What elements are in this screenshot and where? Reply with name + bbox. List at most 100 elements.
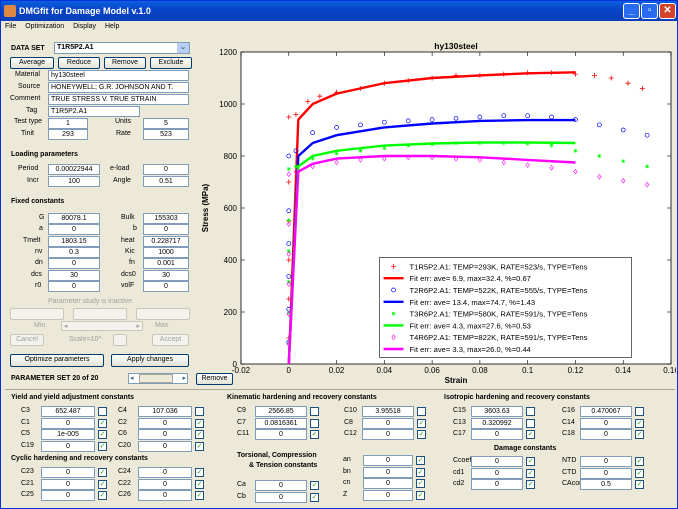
menu-file[interactable]: File	[5, 23, 17, 30]
exclude-button[interactable]: Exclude	[150, 57, 192, 69]
const-field-C5[interactable]: 1e-005	[41, 429, 95, 440]
const-field-C13[interactable]: 0.320992	[471, 417, 523, 429]
checkbox-bn[interactable]: ✓	[416, 467, 425, 477]
fixed-field-dn[interactable]: 0	[48, 258, 100, 270]
param-set-slider[interactable]: ◂ ▸	[128, 373, 188, 384]
checkbox-C20[interactable]: ✓	[195, 441, 204, 451]
checkbox-C11[interactable]: ✓	[310, 430, 319, 439]
average-button[interactable]: Average	[10, 57, 54, 69]
const-field-C6[interactable]: 0	[138, 429, 192, 440]
checkbox-C17[interactable]: ✓	[526, 430, 535, 439]
const-field-C11[interactable]: 0	[255, 429, 307, 440]
tag-field[interactable]: T1R5P2.A1	[48, 106, 140, 117]
checkbox-C26[interactable]: ✓	[195, 491, 204, 500]
reduce-button[interactable]: Reduce	[58, 57, 100, 69]
const-field-C18[interactable]: 0	[580, 429, 632, 440]
checkbox-C9[interactable]	[310, 407, 319, 416]
fixed-field-nv[interactable]: 0.3	[48, 246, 100, 258]
apply-changes-button[interactable]: Apply changes	[111, 354, 189, 367]
remove-dataset-button[interactable]: Remove	[104, 57, 146, 69]
incr-field[interactable]: 100	[48, 176, 100, 187]
const-field-C2[interactable]: 0	[138, 417, 192, 429]
dataset-select[interactable]: T1R5P2.A1 ⌄	[54, 42, 190, 54]
checkbox-NTD[interactable]: ✓	[635, 457, 644, 466]
const-field-C10[interactable]: 3.95518	[362, 406, 414, 417]
const-field-NTD[interactable]: 0	[580, 456, 632, 467]
const-field-Cb[interactable]: 0	[255, 491, 307, 503]
const-field-Ccoef[interactable]: 0	[471, 456, 523, 467]
checkbox-C10[interactable]	[417, 407, 426, 416]
const-field-C26[interactable]: 0	[138, 490, 192, 501]
arrow-right-icon[interactable]: ▸	[182, 375, 186, 382]
checkbox-C21[interactable]: ✓	[98, 479, 107, 489]
menu-help[interactable]: Help	[105, 23, 120, 30]
checkbox-Cb[interactable]: ✓	[310, 492, 319, 502]
const-field-cn[interactable]: 0	[363, 478, 413, 489]
checkbox-C7[interactable]	[310, 418, 319, 428]
const-field-C20[interactable]: 0	[138, 440, 192, 452]
const-field-C14[interactable]: 0	[580, 417, 632, 429]
checkbox-C12[interactable]: ✓	[417, 430, 426, 439]
minimize-button[interactable]: _	[623, 3, 640, 19]
const-field-C15[interactable]: 3603.63	[471, 406, 523, 417]
const-field-C12[interactable]: 0	[362, 429, 414, 440]
checkbox-cd2[interactable]: ✓	[526, 480, 535, 489]
rate-field[interactable]: 523	[143, 129, 189, 140]
units-field[interactable]: 5	[143, 118, 189, 129]
checkbox-Z[interactable]: ✓	[416, 490, 425, 500]
fixed-field-dcs0[interactable]: 30	[143, 269, 189, 281]
checkbox-Ccoef[interactable]: ✓	[526, 457, 535, 466]
arrow-left-icon[interactable]: ◂	[130, 375, 134, 382]
fixed-field-G[interactable]: 80078.1	[48, 213, 100, 224]
checkbox-C3[interactable]	[98, 407, 107, 416]
fixed-field-Tmelt[interactable]: 1803.15	[48, 235, 100, 247]
const-field-C3[interactable]: 652.487	[41, 406, 95, 417]
fixed-field-dcs[interactable]: 30	[48, 269, 100, 281]
const-field-C19[interactable]: 0	[41, 440, 95, 452]
const-field-C1[interactable]: 0	[41, 417, 95, 429]
const-field-C4[interactable]: 107.036	[138, 406, 192, 417]
const-field-cd2[interactable]: 0	[471, 479, 523, 490]
const-field-C22[interactable]: 0	[138, 478, 192, 490]
const-field-C23[interactable]: 0	[41, 467, 95, 478]
slider-thumb[interactable]	[139, 374, 173, 383]
checkbox-C24[interactable]: ✓	[195, 468, 204, 477]
const-field-C17[interactable]: 0	[471, 429, 523, 440]
checkbox-Ca[interactable]: ✓	[310, 481, 319, 490]
checkbox-C8[interactable]: ✓	[417, 418, 426, 428]
fixed-field-Kic[interactable]: 1000	[143, 246, 189, 258]
material-field[interactable]: hy130steel	[48, 70, 189, 81]
fixed-field-heat[interactable]: 0.228717	[143, 235, 189, 247]
const-field-C7[interactable]: 0.0816361	[255, 417, 307, 429]
checkbox-C5[interactable]: ✓	[98, 430, 107, 439]
checkbox-C2[interactable]: ✓	[195, 418, 204, 428]
const-field-C21[interactable]: 0	[41, 478, 95, 490]
angle-field[interactable]: 0.51	[143, 176, 189, 187]
const-field-bn[interactable]: 0	[363, 466, 413, 478]
checkbox-C1[interactable]: ✓	[98, 418, 107, 428]
checkbox-C4[interactable]	[195, 407, 204, 416]
fixed-field-a[interactable]: 0	[48, 224, 100, 236]
menu-display[interactable]: Display	[73, 23, 97, 30]
const-field-Ca[interactable]: 0	[255, 480, 307, 491]
const-field-CTD[interactable]: 0	[580, 467, 632, 479]
checkbox-C16[interactable]	[635, 407, 644, 416]
checkbox-cn[interactable]: ✓	[416, 479, 425, 488]
menu-optimization[interactable]: Optimization	[25, 23, 65, 30]
source-field[interactable]: HONEYWELL; G.R. JOHNSON AND T.	[48, 82, 189, 93]
checkbox-C15[interactable]	[526, 407, 535, 416]
testtype-field[interactable]: 1	[48, 118, 88, 129]
comment-field[interactable]: TRUE STRESS V. TRUE STRAIN	[48, 94, 189, 105]
checkbox-CTD[interactable]: ✓	[635, 468, 644, 478]
const-field-CAcon[interactable]: 0.5	[580, 479, 632, 490]
checkbox-C23[interactable]: ✓	[98, 468, 107, 477]
checkbox-C22[interactable]: ✓	[195, 479, 204, 489]
const-field-C24[interactable]: 0	[138, 467, 192, 478]
const-field-cd1[interactable]: 0	[471, 467, 523, 479]
checkbox-cd1[interactable]: ✓	[526, 468, 535, 478]
fixed-field-Bulk[interactable]: 155303	[143, 213, 189, 224]
checkbox-CAcon[interactable]: ✓	[635, 480, 644, 489]
checkbox-an[interactable]: ✓	[416, 456, 425, 465]
const-field-an[interactable]: 0	[363, 455, 413, 466]
checkbox-C14[interactable]: ✓	[635, 418, 644, 428]
